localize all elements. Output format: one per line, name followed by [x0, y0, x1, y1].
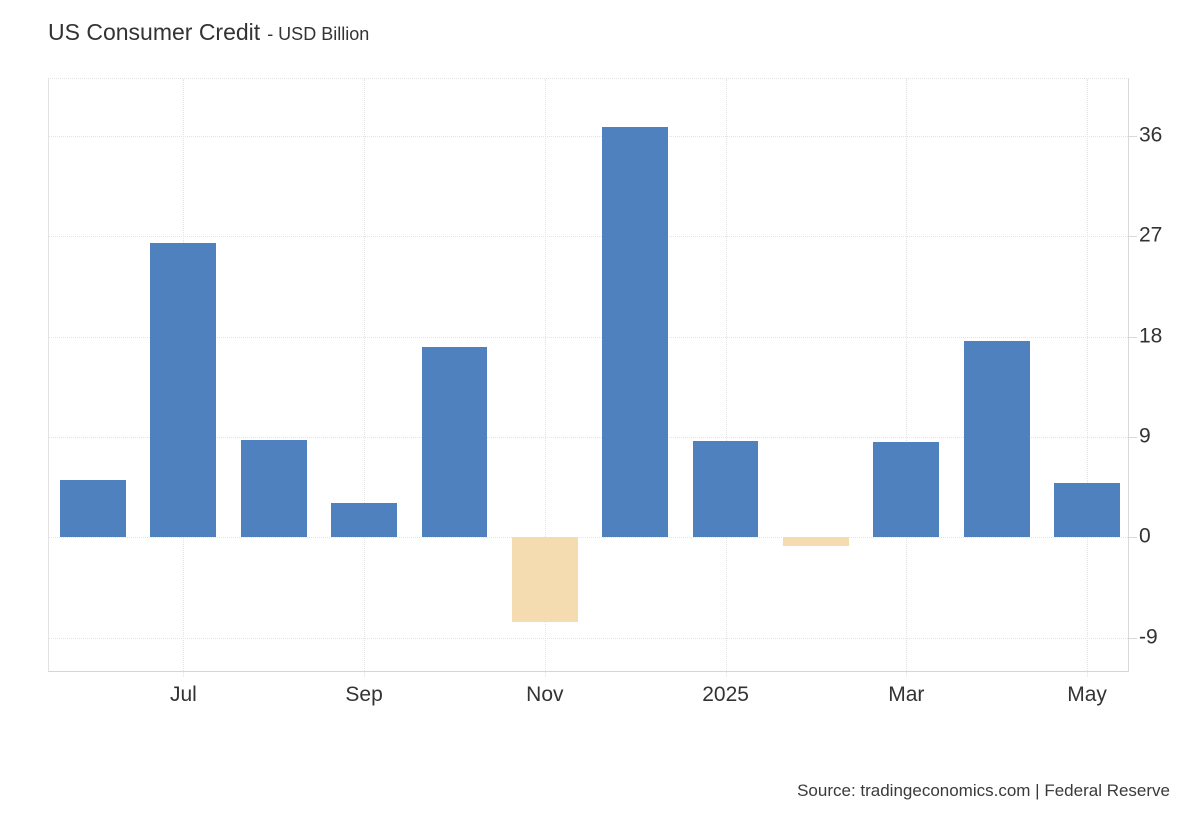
y-gridline: [49, 537, 1128, 539]
y-tick-mark: [1129, 637, 1137, 639]
y-gridline: [49, 236, 1128, 238]
y-axis-label: -9: [1139, 625, 1158, 649]
bar-nov-2024[interactable]: [511, 537, 578, 622]
x-axis-label: Jul: [169, 683, 197, 706]
bar-aug-2024[interactable]: [240, 440, 307, 538]
bar-dec-2024[interactable]: [602, 126, 669, 538]
y-tick-mark: [1129, 436, 1137, 438]
bar-jul-2024[interactable]: [150, 242, 217, 538]
y-gridline: [49, 436, 1128, 438]
bar-jan-2025[interactable]: [692, 441, 759, 538]
bar-mar-2025[interactable]: [873, 442, 940, 538]
bar-sep-2024[interactable]: [331, 502, 398, 538]
bar-apr-2025[interactable]: [963, 340, 1030, 538]
y-axis-label: 0: [1139, 524, 1151, 548]
chart-subtitle: - USD Billion: [267, 24, 370, 44]
x-axis-label: Nov: [526, 683, 564, 706]
y-tick-mark: [1129, 537, 1137, 539]
y-gridline: [49, 135, 1128, 137]
x-gridline: [906, 79, 908, 677]
x-gridline: [725, 79, 727, 677]
chart-title: US Consumer Credit: [48, 19, 261, 45]
bar-feb-2025[interactable]: [783, 537, 849, 547]
bar-may-2025[interactable]: [1054, 482, 1120, 538]
x-axis-label: Mar: [888, 683, 925, 706]
y-tick-mark: [1129, 236, 1137, 238]
source-attribution: Source: tradingeconomics.com | Federal R…: [797, 781, 1170, 800]
bar-jun-2024[interactable]: [60, 480, 126, 538]
x-axis-label: Sep: [345, 683, 383, 706]
x-gridline: [364, 79, 366, 677]
plot-area: 36 27 18 9 0 -9 Jul Sep Nov 2025 Mar May: [48, 78, 1162, 706]
y-tick-mark: [1129, 336, 1137, 338]
x-gridline: [1087, 79, 1089, 677]
x-axis-label: 2025: [702, 683, 749, 706]
y-axis-label: 36: [1139, 123, 1163, 147]
y-gridline: [49, 637, 1128, 639]
x-gridline: [544, 79, 546, 677]
y-axis-label: 27: [1139, 223, 1163, 247]
x-axis-label: May: [1067, 683, 1107, 706]
y-gridline: [49, 336, 1128, 338]
chart-header: US Consumer Credit - USD Billion: [48, 19, 369, 46]
bar-oct-2024[interactable]: [421, 346, 488, 538]
y-tick-mark: [1129, 135, 1137, 137]
y-axis-label: 18: [1139, 324, 1163, 348]
y-axis-label: 9: [1139, 424, 1151, 448]
